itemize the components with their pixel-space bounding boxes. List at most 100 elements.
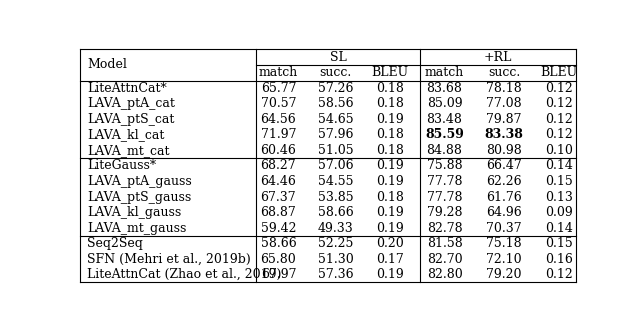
Text: LAVA_mt_cat: LAVA_mt_cat: [88, 144, 170, 157]
Text: 0.19: 0.19: [376, 113, 404, 126]
Text: 67.97: 67.97: [260, 268, 296, 281]
Text: LiteAttnCat*: LiteAttnCat*: [88, 82, 167, 95]
Text: 79.28: 79.28: [427, 206, 462, 219]
Text: BLEU: BLEU: [371, 66, 408, 79]
Text: 0.19: 0.19: [376, 159, 404, 173]
Text: 67.37: 67.37: [260, 191, 296, 203]
Text: 64.56: 64.56: [260, 113, 296, 126]
Text: 60.46: 60.46: [260, 144, 296, 157]
Text: 72.10: 72.10: [486, 253, 522, 266]
Text: 53.85: 53.85: [317, 191, 353, 203]
Text: 57.96: 57.96: [317, 128, 353, 141]
Text: succ.: succ.: [319, 66, 351, 79]
Text: 0.20: 0.20: [376, 237, 404, 250]
Text: 0.15: 0.15: [545, 175, 573, 188]
Text: 83.68: 83.68: [427, 82, 463, 95]
Text: 57.06: 57.06: [317, 159, 353, 173]
Text: 0.12: 0.12: [545, 128, 573, 141]
Text: 58.66: 58.66: [260, 237, 296, 250]
Text: 49.33: 49.33: [317, 222, 353, 235]
Text: +RL: +RL: [484, 51, 512, 64]
Text: 0.09: 0.09: [545, 206, 573, 219]
Text: 79.87: 79.87: [486, 113, 522, 126]
Text: 71.97: 71.97: [260, 128, 296, 141]
Text: 0.18: 0.18: [376, 128, 404, 141]
Text: 64.96: 64.96: [486, 206, 522, 219]
Text: LAVA_ptA_cat: LAVA_ptA_cat: [88, 97, 175, 110]
Text: 58.66: 58.66: [317, 206, 353, 219]
Text: 0.15: 0.15: [545, 237, 573, 250]
Text: 0.18: 0.18: [376, 144, 404, 157]
Text: LAVA_kl_gauss: LAVA_kl_gauss: [88, 206, 182, 219]
Text: 0.14: 0.14: [545, 222, 573, 235]
Text: 54.65: 54.65: [317, 113, 353, 126]
Text: LAVA_ptS_cat: LAVA_ptS_cat: [88, 113, 175, 126]
Text: 79.20: 79.20: [486, 268, 522, 281]
Text: 78.18: 78.18: [486, 82, 522, 95]
Text: 0.13: 0.13: [545, 191, 573, 203]
Text: 85.09: 85.09: [427, 97, 462, 110]
Text: 83.48: 83.48: [427, 113, 463, 126]
Text: 77.78: 77.78: [427, 175, 462, 188]
Text: 57.26: 57.26: [317, 82, 353, 95]
Text: 82.70: 82.70: [427, 253, 462, 266]
Text: LAVA_mt_gauss: LAVA_mt_gauss: [88, 222, 187, 235]
Text: 59.42: 59.42: [260, 222, 296, 235]
Text: 0.10: 0.10: [545, 144, 573, 157]
Text: 75.18: 75.18: [486, 237, 522, 250]
Text: 0.18: 0.18: [376, 82, 404, 95]
Text: 0.12: 0.12: [545, 97, 573, 110]
Text: 77.08: 77.08: [486, 97, 522, 110]
Text: 0.17: 0.17: [376, 253, 404, 266]
Text: 68.27: 68.27: [260, 159, 296, 173]
Text: 66.47: 66.47: [486, 159, 522, 173]
Text: SL: SL: [330, 51, 346, 64]
Text: 0.12: 0.12: [545, 82, 573, 95]
Text: 77.78: 77.78: [427, 191, 462, 203]
Text: 62.26: 62.26: [486, 175, 522, 188]
Text: 61.76: 61.76: [486, 191, 522, 203]
Text: BLEU: BLEU: [540, 66, 577, 79]
Text: 0.19: 0.19: [376, 268, 404, 281]
Text: 64.46: 64.46: [260, 175, 296, 188]
Text: 52.25: 52.25: [317, 237, 353, 250]
Text: 65.77: 65.77: [260, 82, 296, 95]
Text: match: match: [425, 66, 464, 79]
Text: 58.56: 58.56: [317, 97, 353, 110]
Text: 82.78: 82.78: [427, 222, 462, 235]
Text: 54.55: 54.55: [317, 175, 353, 188]
Text: 80.98: 80.98: [486, 144, 522, 157]
Text: 51.05: 51.05: [317, 144, 353, 157]
Text: succ.: succ.: [488, 66, 520, 79]
Text: Model: Model: [88, 58, 127, 72]
Text: 0.19: 0.19: [376, 222, 404, 235]
Text: 0.18: 0.18: [376, 97, 404, 110]
Text: 0.14: 0.14: [545, 159, 573, 173]
Text: match: match: [259, 66, 298, 79]
Text: 75.88: 75.88: [427, 159, 462, 173]
Text: 0.16: 0.16: [545, 253, 573, 266]
Text: LAVA_ptA_gauss: LAVA_ptA_gauss: [88, 175, 192, 188]
Text: 81.58: 81.58: [427, 237, 463, 250]
Text: 70.37: 70.37: [486, 222, 522, 235]
Text: 0.18: 0.18: [376, 191, 404, 203]
Text: 57.36: 57.36: [317, 268, 353, 281]
Text: SFN (Mehri et al., 2019b): SFN (Mehri et al., 2019b): [88, 253, 251, 266]
Text: LiteGauss*: LiteGauss*: [88, 159, 157, 173]
Text: 70.57: 70.57: [260, 97, 296, 110]
Text: 85.59: 85.59: [425, 128, 464, 141]
Text: 51.30: 51.30: [317, 253, 353, 266]
Text: 65.80: 65.80: [260, 253, 296, 266]
Text: 0.12: 0.12: [545, 268, 573, 281]
Text: 83.38: 83.38: [484, 128, 524, 141]
Text: 82.80: 82.80: [427, 268, 463, 281]
Text: 0.19: 0.19: [376, 175, 404, 188]
Text: 0.12: 0.12: [545, 113, 573, 126]
Text: 68.87: 68.87: [260, 206, 296, 219]
Text: LiteAttnCat (Zhao et al., 2019): LiteAttnCat (Zhao et al., 2019): [88, 268, 282, 281]
Text: 84.88: 84.88: [427, 144, 463, 157]
Text: 0.19: 0.19: [376, 206, 404, 219]
Text: Seq2Seq: Seq2Seq: [88, 237, 143, 250]
Text: LAVA_ptS_gauss: LAVA_ptS_gauss: [88, 191, 192, 203]
Text: LAVA_kl_cat: LAVA_kl_cat: [88, 128, 165, 141]
